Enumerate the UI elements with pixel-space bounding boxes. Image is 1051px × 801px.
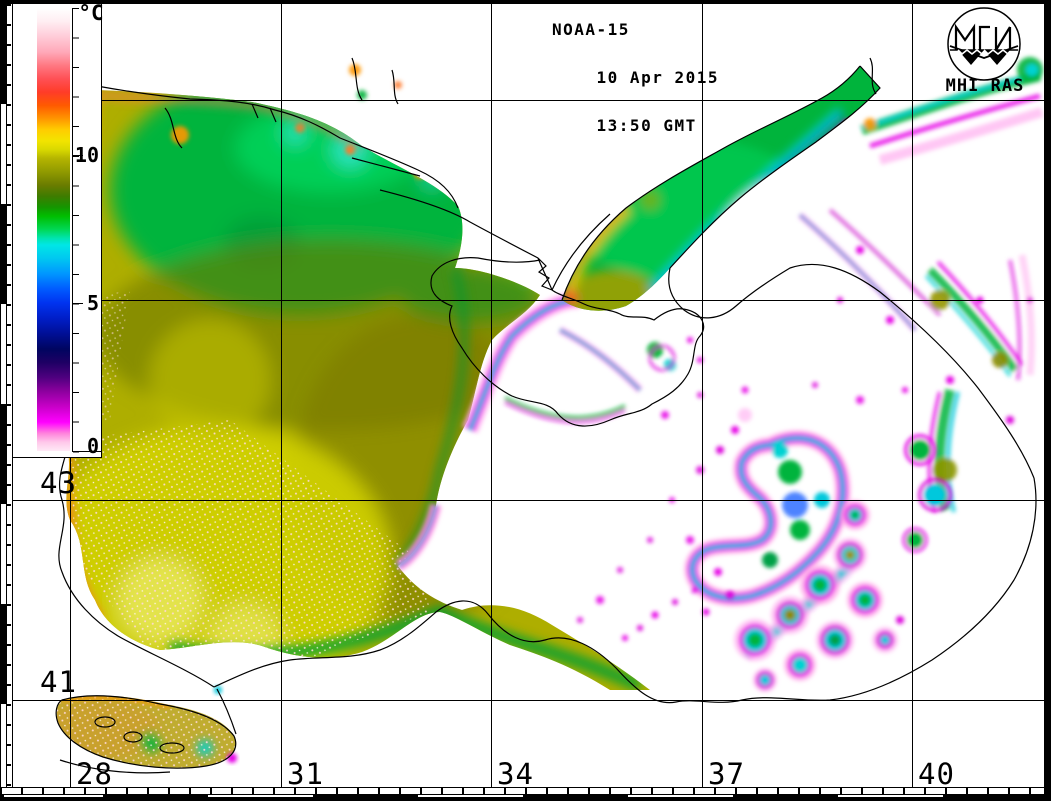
colorbar-gradient xyxy=(37,8,70,451)
colorbar-panel: Sea Surface Temperature 10 5 0 °C xyxy=(12,1,104,458)
frame-right xyxy=(1044,0,1051,801)
colorbar-label-0: 0 xyxy=(86,434,99,458)
sst-eddy-feature xyxy=(622,408,851,641)
sst-caucasus-streaks xyxy=(798,208,1036,513)
latitude-ruler-blocks xyxy=(0,4,7,787)
mhi-ras-logo-emblem xyxy=(947,7,1021,81)
frame-top xyxy=(0,0,1051,4)
lat-label-43: 43 xyxy=(40,466,77,500)
lat-label-41: 41 xyxy=(40,665,77,699)
sst-se-cluster xyxy=(702,434,952,692)
acquisition-time: 13:50 GMT xyxy=(596,116,697,135)
lon-label-34: 34 xyxy=(497,757,534,791)
lon-label-40: 40 xyxy=(918,757,955,791)
colorbar-tick-0 xyxy=(73,451,101,452)
colorbar-label-5: 5 xyxy=(86,291,99,315)
logo-text: MHI RAS xyxy=(945,76,1025,96)
frame-bottom xyxy=(0,797,1051,801)
coastlines xyxy=(55,57,1037,774)
frame-left-edge xyxy=(0,0,1,801)
grid-lines xyxy=(12,4,1044,787)
longitude-ruler-ticks xyxy=(0,788,1044,795)
latitude-ruler-ticks xyxy=(7,4,11,787)
colorbar-unit: °C xyxy=(78,1,104,25)
colorbar-label-10: 10 xyxy=(74,143,99,167)
latitude-ruler xyxy=(0,4,13,787)
colorbar-axis xyxy=(72,8,73,452)
sst-fringe-bands xyxy=(394,291,703,572)
lon-label-28: 28 xyxy=(76,757,113,791)
colorbar-tick-10 xyxy=(73,155,83,156)
acquisition-date: 10 Apr 2015 xyxy=(596,68,719,87)
colorbar-tick-5 xyxy=(73,303,83,304)
acquisition-header: NOAA-15 10 Apr 2015 13:50 GMT xyxy=(552,18,719,162)
sst-ne-corner-band xyxy=(860,57,1044,165)
lon-label-37: 37 xyxy=(708,757,745,791)
lon-label-31: 31 xyxy=(287,757,324,791)
colorbar-minor-ticks xyxy=(73,8,79,453)
satellite-name: NOAA-15 xyxy=(552,20,630,39)
